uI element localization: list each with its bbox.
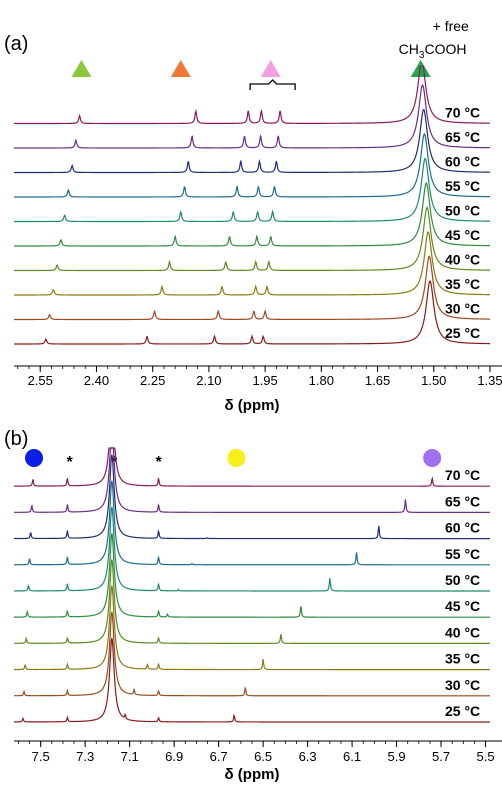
tick-label-a-2_1: 2.10 [196,373,221,388]
spectrum-a-70C [14,65,491,125]
circle-marker-1 [25,449,44,467]
tick-label-a-2_4: 2.40 [84,373,109,388]
temp-label-a-65C: 65 °C [445,129,480,145]
circle-marker-5 [227,449,246,467]
asterisk-marker-4: * [155,454,162,471]
triangle-marker-1 [71,60,92,77]
temp-label-b-55C: 55 °C [445,546,480,562]
tick-label-b-6_7: 6.7 [210,749,228,764]
panel-b: (b) * * * 25 °C30 °C35 °C40 °C45 °C50 °C55… [4,428,502,783]
tick-label-b-7_3: 7.3 [76,749,94,764]
temp-label-b-40C: 40 °C [445,624,480,640]
spectrum-a-60C [14,108,490,174]
spectrum-a-50C [14,157,491,223]
spectrum-a-40C [14,206,491,272]
temp-label-b-45C: 45 °C [445,598,480,614]
tick-label-b-7_5: 7.5 [32,749,50,764]
panel-b-temperature-labels: 25 °C 30 °C 35 °C 40 °C 45 °C 50 °C 55 °C 60 °C… [445,467,480,719]
formula-cooh: COOH [424,41,466,57]
spectrum-b-60C [14,454,490,540]
temp-label-a-25C: 25 °C [445,325,480,341]
spectrum-b-45C [14,533,490,618]
panel-b-spectra [14,447,490,723]
spectrum-a-45C [14,182,491,247]
triangle-marker-4 [410,60,431,77]
acetic-acid-formula: CH3COOH [399,41,467,61]
temp-label-a-35C: 35 °C [445,276,480,292]
spectrum-b-70C [14,447,490,487]
temp-label-a-50C: 50 °C [445,203,480,219]
tick-label-b-6_1: 6.1 [343,749,361,764]
temp-label-b-70C: 70 °C [445,467,480,483]
spectrum-b-65C [14,447,490,513]
tick-label-a-1_35: 1.35 [477,373,502,388]
tick-label-b-5_7: 5.7 [432,749,450,764]
tick-label-b-6_5: 6.5 [254,749,272,764]
spectrum-a-25C [14,280,491,345]
temp-label-a-40C: 40 °C [445,252,480,268]
triangle-marker-3 [260,60,281,77]
panel-b-x-axis: 7.5 7.3 7.1 6.9 6.7 6.5 6.3 6.1 5.9 5.7 5.5 [14,740,502,764]
temp-label-a-55C: 55 °C [445,178,480,194]
tick-label-a-2_55: 2.55 [28,373,53,388]
temp-label-b-25C: 25 °C [445,703,480,719]
spectrum-b-25C [14,637,490,723]
panel-a-spectra [14,65,491,345]
temp-label-b-60C: 60 °C [445,520,480,536]
panel-b-annotations: * * * [25,449,442,471]
tick-label-b-5_5: 5.5 [477,749,495,764]
panel-a-temperature-labels: 25 °C 30 °C 35 °C 40 °C 45 °C 50 °C 55 °C 60 °C… [445,105,480,342]
tick-label-a-1_8: 1.80 [309,373,334,388]
temp-label-b-30C: 30 °C [445,677,480,693]
panel-label-a: (a) [4,33,28,55]
temp-label-b-50C: 50 °C [445,572,480,588]
free-acid-label: + free [433,18,469,34]
tick-label-a-1_65: 1.65 [365,373,390,388]
temp-label-b-35C: 35 °C [445,651,480,667]
tick-label-a-1_5: 1.50 [421,373,446,388]
spectrum-b-50C [14,506,490,592]
panel-a-xlabel: δ (ppm) [225,397,280,414]
tick-label-b-6_9: 6.9 [165,749,183,764]
spectrum-b-55C [14,480,490,566]
tick-label-a-1_95: 1.95 [252,373,277,388]
spectrum-b-40C [14,559,490,644]
formula-subscript: 3 [419,50,425,61]
panel-a-annotations: + free CH3COOH [71,18,469,90]
triangle-marker-2 [170,60,191,77]
spectrum-a-30C [14,255,491,321]
tick-label-b-5_9: 5.9 [388,749,406,764]
temp-label-a-70C: 70 °C [445,105,480,121]
tick-label-b-6_3: 6.3 [299,749,317,764]
tick-label-a-2_25: 2.25 [140,373,165,388]
spectrum-a-65C [14,84,490,149]
temp-label-a-30C: 30 °C [445,301,480,317]
circle-marker-6 [423,449,442,467]
temp-label-a-60C: 60 °C [445,154,480,170]
spectrum-a-35C [14,230,490,296]
tick-label-b-7_1: 7.1 [121,749,139,764]
spectrum-b-35C [14,585,490,671]
panel-a: (a) + free CH3COOH 25 °C 30 °C 35 °C 40 °C 45… [4,18,502,414]
spectrum-b-30C [14,611,490,697]
formula-ch: CH [399,41,419,57]
bracket-marker [249,79,296,90]
panel-b-xlabel: δ (ppm) [225,766,280,783]
panel-a-x-axis: 2.55 2.40 2.25 2.10 1.95 1.80 1.65 1.50 1.35 [14,365,502,388]
spectrum-a-55C [14,132,490,198]
asterisk-marker-2: * [66,454,73,471]
panel-label-b: (b) [4,428,28,450]
temp-label-b-65C: 65 °C [445,493,480,509]
temp-label-a-45C: 45 °C [445,227,480,243]
